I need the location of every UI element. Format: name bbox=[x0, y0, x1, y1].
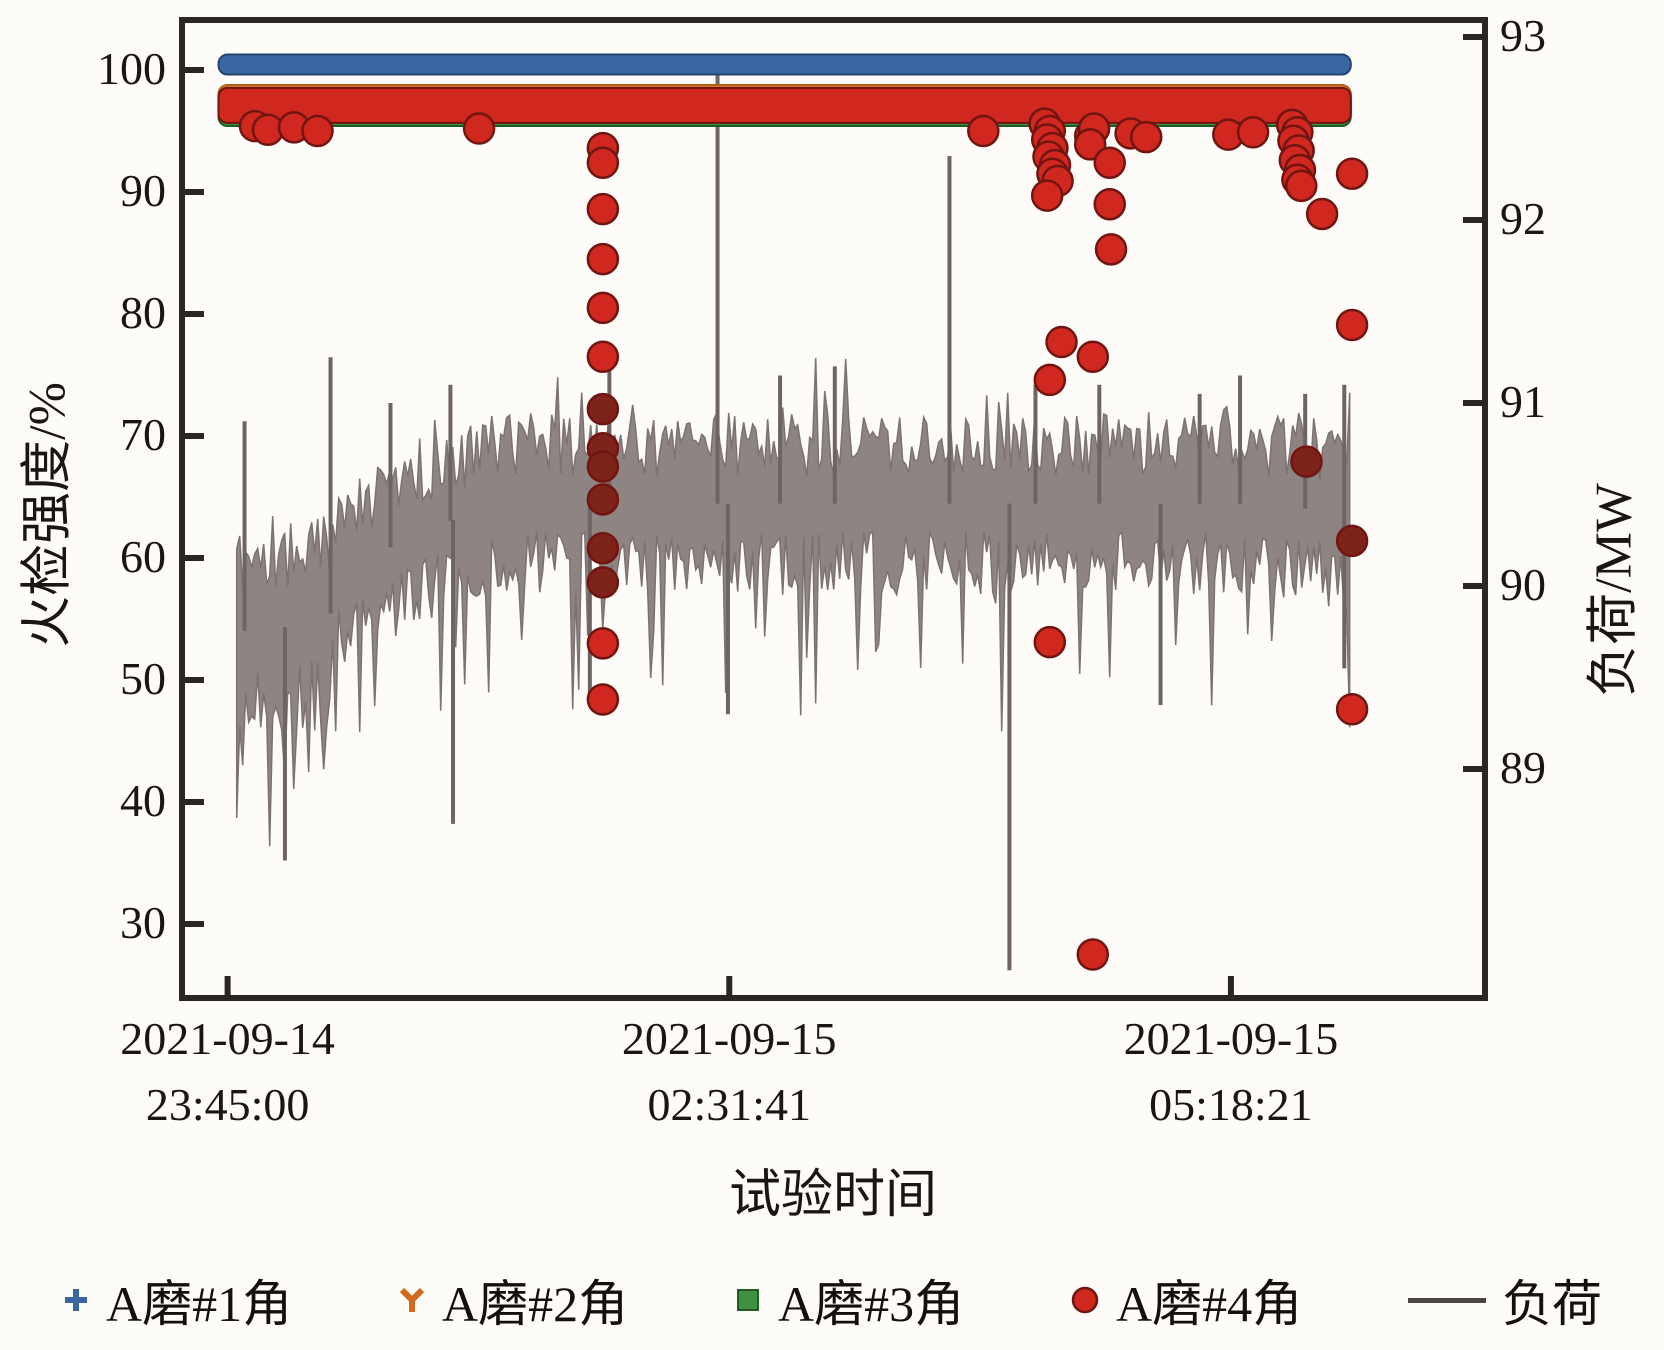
legend-item-mill1: A磨#1角 bbox=[62, 1264, 292, 1336]
left-axis-tick-label: 40 bbox=[120, 775, 166, 826]
left-axis-tick-label: 30 bbox=[120, 897, 166, 948]
mill4-dot bbox=[1335, 308, 1369, 342]
mill4-dot bbox=[586, 192, 620, 226]
x-axis-title: 试验时间 bbox=[728, 1167, 938, 1224]
square-marker-icon bbox=[737, 1289, 759, 1311]
legend-item-mill2: A磨#2角 bbox=[398, 1264, 628, 1336]
x-axis-tick-label-date: 2021-09-15 bbox=[621, 1013, 837, 1064]
legend-item-load: 负荷 bbox=[1408, 1264, 1602, 1336]
tri-down-marker-icon bbox=[399, 1287, 425, 1312]
legend-item-mill3: A磨#3角 bbox=[734, 1264, 964, 1336]
x-axis-tick-label-time: 05:18:21 bbox=[1149, 1079, 1313, 1130]
legend-label-mill1: A磨#1角 bbox=[106, 1276, 293, 1332]
mill4-dot bbox=[1285, 169, 1318, 203]
mill4-dot bbox=[1030, 179, 1064, 212]
plus-marker-icon bbox=[65, 1289, 87, 1311]
right-axis-tick-label: 90 bbox=[1500, 559, 1546, 610]
mill4-dot bbox=[586, 242, 620, 276]
mill4-dot bbox=[1335, 524, 1369, 558]
legend-label-load: 负荷 bbox=[1502, 1276, 1602, 1332]
mill4-dot bbox=[1094, 233, 1128, 266]
legend-item-mill4: A磨#4角 bbox=[1070, 1264, 1302, 1336]
mill4-dot bbox=[1033, 625, 1067, 659]
mill4-dot bbox=[1290, 445, 1323, 478]
left-axis-tick-label: 70 bbox=[120, 409, 166, 460]
mill4-dot bbox=[586, 146, 620, 179]
mill4-dot bbox=[586, 627, 620, 660]
legend-label-mill2: A磨#2角 bbox=[442, 1276, 629, 1332]
mill4-dot bbox=[301, 114, 334, 148]
line-marker-icon bbox=[1408, 1298, 1486, 1303]
x-axis-tick-label-time: 23:45:00 bbox=[145, 1079, 310, 1130]
mill4-dot bbox=[1093, 187, 1126, 221]
mill4-dot bbox=[586, 291, 620, 325]
right-axis-tick-label: 92 bbox=[1500, 193, 1546, 244]
mill4-dot bbox=[1305, 197, 1339, 231]
right-axis-tick-label: 93 bbox=[1500, 10, 1546, 61]
mill4-dot bbox=[586, 566, 620, 599]
right-axis-tick-label: 89 bbox=[1500, 742, 1546, 793]
x-axis-tick-label-time: 02:31:41 bbox=[647, 1079, 812, 1130]
x-axis-tick-label-date: 2021-09-15 bbox=[1123, 1013, 1339, 1064]
mill4-dot bbox=[1335, 157, 1369, 190]
mill4-band bbox=[217, 86, 1352, 124]
left-axis-tick-label: 80 bbox=[120, 287, 166, 338]
mill4-dot bbox=[586, 450, 620, 483]
mill4-dot bbox=[1335, 693, 1369, 726]
load-series bbox=[235, 58, 1351, 971]
mill4-dot bbox=[1093, 146, 1126, 179]
legend: A磨#1角 A磨#2角 A磨#3角 A磨#4角 负荷 bbox=[62, 1258, 1602, 1342]
mill1-band bbox=[217, 53, 1352, 76]
legend-label-mill3: A磨#3角 bbox=[778, 1276, 965, 1332]
plot-border bbox=[179, 17, 1488, 1001]
mill4-dot bbox=[586, 531, 620, 565]
legend-label-mill4: A磨#4角 bbox=[1116, 1276, 1303, 1332]
load-noise-band bbox=[235, 357, 1351, 847]
x-axis-tick-label-date: 2021-09-14 bbox=[120, 1013, 335, 1064]
mill4-dot bbox=[462, 112, 496, 145]
mill4-dot bbox=[586, 340, 620, 373]
mill4-dot bbox=[586, 683, 620, 716]
mill4-dot bbox=[1076, 340, 1110, 373]
mill4-dot bbox=[1236, 115, 1270, 149]
mill4-dot bbox=[1076, 938, 1110, 971]
mill4-dot bbox=[586, 483, 620, 516]
left-axis-tick-label: 100 bbox=[97, 43, 166, 94]
tick-marks bbox=[182, 34, 1485, 998]
left-axis-tick-label: 90 bbox=[120, 165, 166, 216]
mill4-dot bbox=[1129, 120, 1163, 154]
mill4-dot bbox=[1045, 325, 1078, 359]
mill4-dot bbox=[967, 114, 1000, 148]
mill4-dot bbox=[586, 392, 620, 426]
left-axis-tick-label: 60 bbox=[120, 531, 166, 582]
mill4-outlier-dots bbox=[238, 107, 1369, 971]
circle-marker-icon bbox=[1071, 1286, 1099, 1314]
mill4-dot bbox=[1033, 363, 1067, 397]
right-axis-tick-label: 91 bbox=[1500, 376, 1546, 427]
left-axis-tick-label: 50 bbox=[120, 653, 166, 704]
